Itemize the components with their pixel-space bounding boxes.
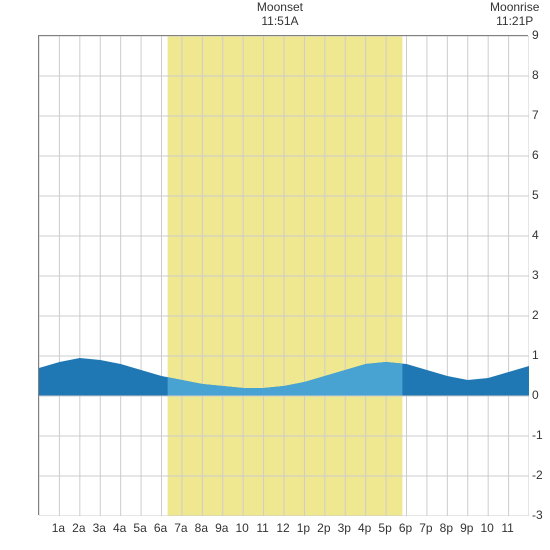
x-tick-label: 7p <box>419 521 432 535</box>
x-tick-label: 5p <box>378 521 391 535</box>
y-tick-label: 1 <box>532 348 539 362</box>
y-tick-label: 0 <box>532 388 539 402</box>
chart-plot-area <box>38 35 528 515</box>
y-tick-label: 7 <box>532 108 539 122</box>
x-tick-label: 2a <box>72 521 85 535</box>
y-tick-label: 5 <box>532 188 539 202</box>
top-annotations: Moonset11:51A Moonrise11:21P <box>0 0 550 35</box>
chart-svg <box>39 36 529 516</box>
x-tick-label: 8p <box>440 521 453 535</box>
x-tick-label: 10 <box>480 521 493 535</box>
y-tick-label: 6 <box>532 148 539 162</box>
x-tick-label: 7a <box>174 521 187 535</box>
y-tick-label: -2 <box>532 468 543 482</box>
x-tick-label: 11 <box>256 521 268 535</box>
x-tick-label: 5a <box>133 521 146 535</box>
x-tick-label: 6a <box>154 521 167 535</box>
x-tick-label: 8a <box>195 521 208 535</box>
annotation-time: 11:21P <box>490 14 539 28</box>
y-tick-label: -3 <box>532 508 543 522</box>
y-tick-label: 9 <box>532 28 539 42</box>
x-tick-label: 1a <box>52 521 65 535</box>
annotation-title: Moonset <box>257 0 303 14</box>
annotation-title: Moonrise <box>490 0 539 14</box>
x-tick-label: 2p <box>317 521 330 535</box>
x-tick-label: 12 <box>276 521 289 535</box>
tide-chart-container: Moonset11:51AMoonrise11:21P -3-2-1012345… <box>0 0 550 550</box>
x-tick-label: 3a <box>93 521 106 535</box>
x-tick-label: 3p <box>338 521 351 535</box>
y-tick-label: 4 <box>532 228 539 242</box>
x-tick-label: 11 <box>501 521 513 535</box>
x-tick-label: 9a <box>215 521 228 535</box>
annotation-time: 11:51A <box>257 14 303 28</box>
y-tick-label: 8 <box>532 68 539 82</box>
moon-annotation: Moonrise11:21P <box>490 0 539 29</box>
y-tick-label: -1 <box>532 428 543 442</box>
x-tick-label: 6p <box>399 521 412 535</box>
y-tick-label: 3 <box>532 268 539 282</box>
moon-annotation: Moonset11:51A <box>257 0 303 29</box>
x-tick-label: 9p <box>460 521 473 535</box>
x-tick-label: 10 <box>235 521 248 535</box>
x-tick-label: 4p <box>358 521 371 535</box>
y-tick-label: 2 <box>532 308 539 322</box>
x-tick-label: 4a <box>113 521 126 535</box>
x-tick-label: 1p <box>297 521 310 535</box>
